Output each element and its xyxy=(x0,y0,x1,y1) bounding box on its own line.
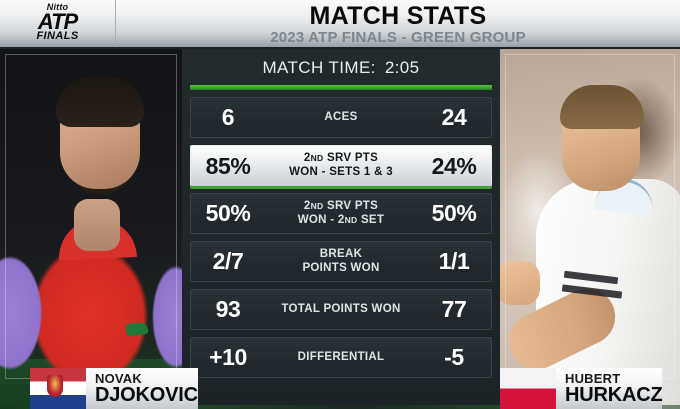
stat-label: TOTAL POINTS WON xyxy=(265,303,417,317)
green-divider-bar xyxy=(190,85,492,90)
stat-value-left: 85% xyxy=(205,152,251,179)
stat-label-line1: TOTAL POINTS WON xyxy=(281,302,401,315)
bottom-edge-strip xyxy=(0,405,680,409)
player-hand-right xyxy=(500,261,540,305)
logo-finals-text: FINALS xyxy=(36,30,79,43)
stat-label: 2ND SRV PTS WON - 2ND SET xyxy=(265,200,417,227)
stat-value-right: -5 xyxy=(444,344,464,370)
stat-row-second-serve-set-2[interactable]: 50% 2ND SRV PTS WON - 2ND SET 50% xyxy=(190,193,492,234)
player-last-name: DJOKOVIC xyxy=(95,383,198,406)
stat-value-right: 24 xyxy=(441,104,467,130)
stat-label-line1: DIFFERENTIAL xyxy=(297,350,385,363)
match-time-row: MATCH TIME: 2:05 xyxy=(182,53,500,83)
stat-value-right: 1/1 xyxy=(438,248,470,274)
stats-list: 6 ACES 24 85% 2ND SRV PTS WON - SETS 1 &… xyxy=(190,97,492,385)
stat-row-break-points-won[interactable]: 2/7 BREAK POINTS WON 1/1 xyxy=(190,241,492,282)
header-bar: Nitto ATP FINALS MATCH STATS 2023 ATP FI… xyxy=(0,0,680,49)
header-subtitle: 2023 ATP FINALS - GREEN GROUP xyxy=(270,29,526,46)
player-name-plate-right: HUBERT HURKACZ xyxy=(556,368,663,409)
match-time-label: MATCH TIME: xyxy=(262,58,376,77)
serbia-flag-icon xyxy=(30,368,86,409)
stat-label-line1: BREAK xyxy=(319,247,363,260)
stat-label-line2: POINTS WON xyxy=(302,261,380,274)
logo-nitto-text: Nitto xyxy=(46,1,69,12)
stat-value-left: 2/7 xyxy=(212,248,244,274)
poland-flag-icon xyxy=(500,368,556,409)
player-last-name: HURKACZ xyxy=(565,383,663,406)
stat-label-line2: WON - 2ND SET xyxy=(297,213,385,226)
stat-label: 2ND SRV PTS WON - SETS 1 & 3 xyxy=(265,152,417,179)
stat-label-line1: ACES xyxy=(324,110,358,123)
player-first-name: NOVAK xyxy=(95,370,142,386)
page-title: MATCH STATS xyxy=(309,1,487,30)
stat-value-left: 6 xyxy=(221,104,235,130)
stat-label-line1: 2ND SRV PTS xyxy=(303,152,379,165)
nameplate-right: HUBERT HURKACZ xyxy=(500,368,663,409)
stat-value-left: +10 xyxy=(209,344,247,370)
player-photo-left xyxy=(0,49,182,409)
stat-label-line1: 2ND SRV PTS xyxy=(303,199,379,212)
match-time-value: 2:05 xyxy=(384,58,420,77)
stat-value-left: 50% xyxy=(205,200,251,226)
player-name-plate-left: NOVAK DJOKOVIC xyxy=(86,368,198,409)
stat-row-second-serve-sets-1-3[interactable]: 85% 2ND SRV PTS WON - SETS 1 & 3 24% xyxy=(190,145,492,186)
stats-panel: MATCH TIME: 2:05 6 ACES 24 85% 2ND SRV P… xyxy=(182,49,500,409)
stat-label: BREAK POINTS WON xyxy=(265,248,417,275)
stat-label: DIFFERENTIAL xyxy=(265,351,417,365)
stat-value-right: 24% xyxy=(431,152,477,179)
stat-value-left: 93 xyxy=(215,296,241,322)
atp-finals-logo: Nitto ATP FINALS xyxy=(0,0,116,47)
stat-row-aces[interactable]: 6 ACES 24 xyxy=(190,97,492,138)
stat-label-line2: WON - SETS 1 & 3 xyxy=(289,166,393,178)
player-photo-right xyxy=(500,49,680,409)
stat-value-right: 50% xyxy=(431,200,477,226)
stat-label: ACES xyxy=(265,111,417,125)
nameplate-left: NOVAK DJOKOVIC xyxy=(30,368,198,409)
stat-row-total-points-won[interactable]: 93 TOTAL POINTS WON 77 xyxy=(190,289,492,330)
player-hair-left xyxy=(56,77,144,127)
stat-value-right: 77 xyxy=(441,296,467,322)
stat-row-differential[interactable]: +10 DIFFERENTIAL -5 xyxy=(190,337,492,378)
player-first-name: HUBERT xyxy=(565,370,621,386)
shirt-brand-logo-left xyxy=(125,321,149,337)
player-neck-left xyxy=(74,199,120,251)
player-hair-right xyxy=(560,85,644,129)
logo-atp-text: ATP xyxy=(37,8,78,34)
